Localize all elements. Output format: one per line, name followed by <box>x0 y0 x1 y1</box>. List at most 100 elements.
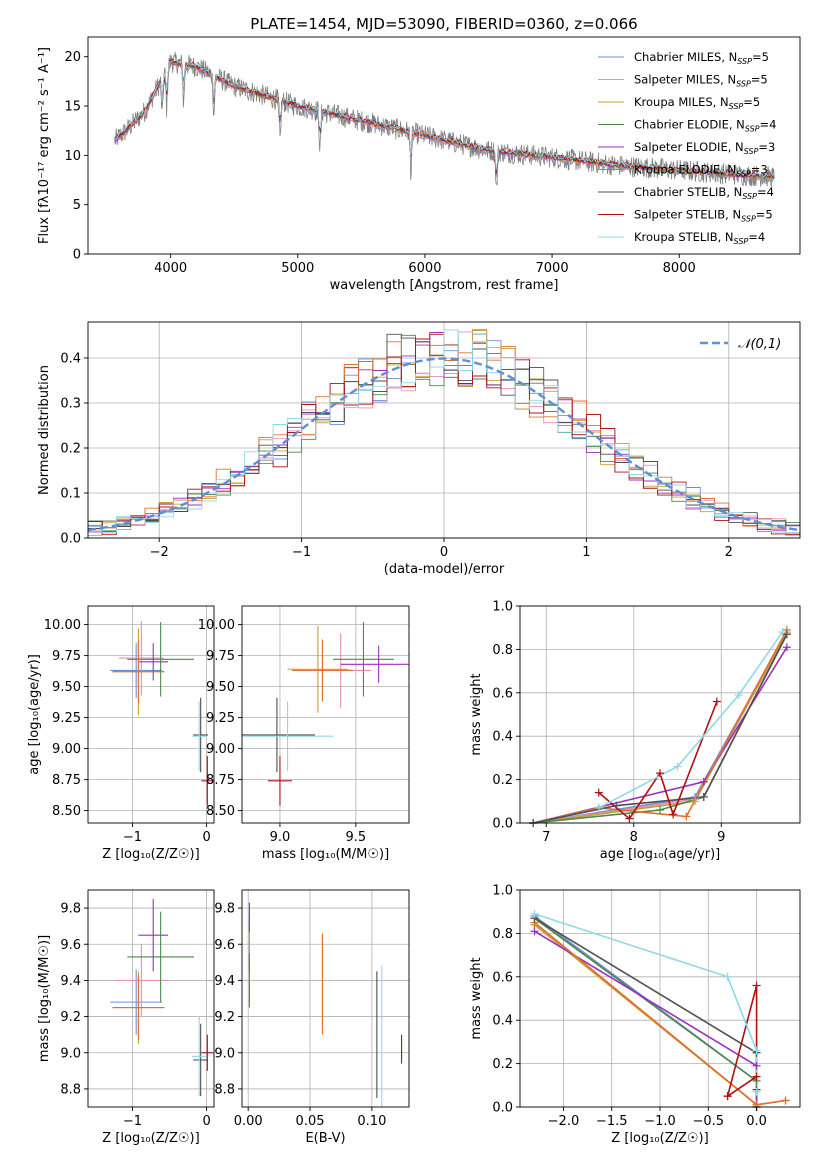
x-axis-label: E(B-V) <box>305 1131 345 1146</box>
massweight-point-marker <box>669 810 678 819</box>
y-tick-label: 0.0 <box>492 1101 513 1116</box>
legend-subscript: SSP <box>741 215 756 224</box>
axes-frame <box>87 605 215 824</box>
y-tick-label: 0.6 <box>492 970 513 985</box>
y-axis-label: Normed distribution <box>37 365 52 495</box>
y-tick-label: 9.2 <box>60 1010 81 1025</box>
legend-nssp: =4 <box>748 230 765 244</box>
massweight-point-marker <box>723 1092 732 1101</box>
y-tick-label: 5 <box>73 198 81 213</box>
y-tick-label: 0.0 <box>492 817 513 832</box>
x-axis-label: Z [log₁₀(Z/Z☉)] <box>102 1131 199 1146</box>
plot-area <box>242 622 409 806</box>
massweight-series-line <box>598 631 784 809</box>
x-tick-label: 0.0 <box>746 1114 767 1129</box>
massweight-series-line <box>726 985 758 1097</box>
age-vs-metallicity-panel: −1 0 8.50 8.75 9.00 9.25 9.50 9.75 10.00 Z [log₁₀… <box>27 605 215 862</box>
mass-vs-extinction-panel: 0.00 0.05 0.10 8.8 9.0 9.2 9.4 9.6 9.8 E(B-V) <box>214 889 410 1146</box>
legend-nssp: =5 <box>743 95 760 109</box>
x-tick-label: 7000 <box>536 261 569 276</box>
massweight-series-line <box>532 631 788 823</box>
legend-nssp: =5 <box>752 50 769 64</box>
massweight-point-marker <box>778 628 787 637</box>
y-tick-label: 9.50 <box>52 680 81 695</box>
observed-spectrum-line <box>114 51 775 188</box>
legend-entry: Kroupa ELODIE, NSSP=3 <box>634 163 768 179</box>
y-tick-label: 9.75 <box>52 649 81 664</box>
y-tick-label: 8.8 <box>60 1082 81 1097</box>
legend-subscript: SSP <box>737 57 752 66</box>
plot-area <box>114 51 775 188</box>
legend-entry: Chabrier STELIB, NSSP=4 <box>634 185 774 201</box>
y-axis-label: mass weight <box>469 673 484 755</box>
plot-area <box>532 629 788 823</box>
massweight-point-marker <box>752 1087 761 1096</box>
y-tick-label: 9.2 <box>214 1010 235 1025</box>
legend-entry: Chabrier ELODIE, NSSP=4 <box>634 118 776 134</box>
y-tick-label: 9.4 <box>214 974 235 989</box>
y-tick-label: 9.25 <box>206 711 235 726</box>
massweight-point-marker <box>656 769 664 778</box>
legend-nssp: =5 <box>756 208 773 222</box>
massweight-point-marker <box>752 1046 761 1055</box>
normal-reference-curve <box>88 357 800 532</box>
x-tick-label: 7 <box>542 830 550 845</box>
massweight-point-marker <box>594 803 603 812</box>
massweight-point-marker <box>782 630 791 639</box>
axes-frame <box>87 36 801 255</box>
massweight-point-marker <box>781 1096 790 1105</box>
y-tick-label: 0.4 <box>492 1014 513 1029</box>
massweight-point-marker <box>673 762 682 771</box>
x-tick-label: 8 <box>630 830 638 845</box>
massweight-point-marker <box>612 801 621 810</box>
axes-frame <box>241 889 410 1108</box>
massweight-point-marker <box>625 814 634 823</box>
y-tick-label: 8.75 <box>52 773 81 788</box>
plot-area <box>248 902 403 1107</box>
x-tick-label: −0.5 <box>692 1114 724 1129</box>
legend-entry: Chabrier MILES, NSSP=5 <box>634 50 769 66</box>
legend-nssp: =5 <box>751 73 768 87</box>
y-tick-label: 15 <box>64 100 81 115</box>
y-tick-label: 9.00 <box>52 742 81 757</box>
y-tick-label: 0.8 <box>492 643 513 658</box>
x-tick-label: −1 <box>292 545 311 560</box>
massweight-point-marker <box>699 792 708 801</box>
massweight-point-marker <box>734 690 743 699</box>
massweight-point-marker <box>723 972 732 981</box>
massweight-point-marker <box>752 1061 761 1070</box>
y-tick-label: 0.1 <box>60 487 81 502</box>
y-tick-label: 0.4 <box>492 730 513 745</box>
massweight-series-line <box>532 633 788 823</box>
x-tick-label: −1.5 <box>596 1114 628 1129</box>
y-tick-label: 0.3 <box>60 397 81 412</box>
x-tick-label: −1 <box>123 830 142 845</box>
y-tick-label: 0 <box>73 248 81 263</box>
model-spectrum-line <box>114 59 774 178</box>
axes-frame <box>87 889 215 1108</box>
y-tick-label: 9.8 <box>60 902 81 917</box>
y-tick-label: 9.0 <box>214 1046 235 1061</box>
x-tick-label: −1 <box>123 1114 142 1129</box>
massweight-point-marker <box>782 643 791 652</box>
y-tick-label: 0.0 <box>60 532 81 547</box>
x-tick-label: 9 <box>717 830 725 845</box>
massweight-point-marker <box>530 927 539 936</box>
y-tick-label: 0.6 <box>492 686 513 701</box>
legend-nssp: =3 <box>758 140 775 154</box>
axes-frame <box>519 605 801 824</box>
legend-entry: Salpeter STELIB, NSSP=5 <box>634 208 773 224</box>
legend-subscript: SSP <box>744 147 759 156</box>
residual-histogram-step <box>88 329 800 534</box>
y-tick-label: 9.25 <box>52 711 81 726</box>
x-tick-label: 0 <box>202 1114 210 1129</box>
x-tick-label: 0 <box>440 545 448 560</box>
massweight-point-marker <box>691 797 699 806</box>
massweight-series-line <box>532 631 788 823</box>
legend-nssp: =4 <box>760 118 777 132</box>
y-tick-label: 9.0 <box>60 1046 81 1061</box>
massweight-point-marker <box>530 909 539 918</box>
x-axis-label: Z [log₁₀(Z/Z☉)] <box>611 1131 708 1146</box>
y-tick-label: 8.50 <box>206 804 235 819</box>
